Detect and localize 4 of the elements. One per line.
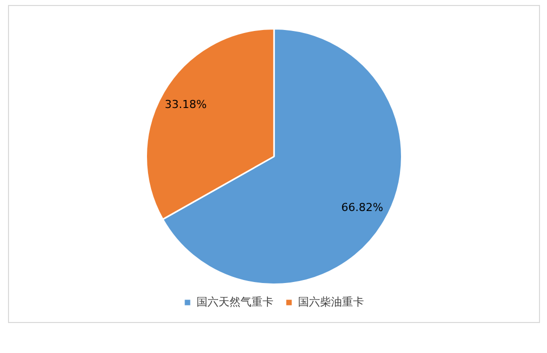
legend-label: 国六天然气重卡 [196,295,274,308]
data-label: 33.18% [164,98,207,111]
legend-label: 国六柴油重卡 [298,295,364,308]
data-label: 66.82% [341,200,384,214]
